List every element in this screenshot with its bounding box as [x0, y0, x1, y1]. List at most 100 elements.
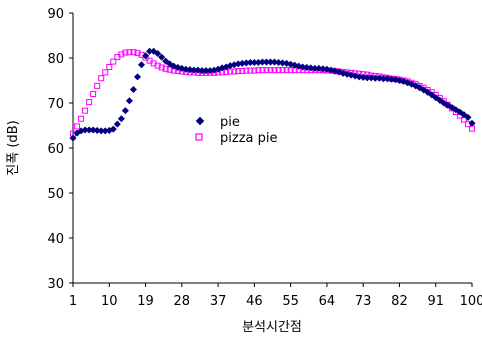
- data-point: [154, 49, 162, 58]
- data-point: [266, 58, 275, 66]
- y-axis-title: 진폭 (dB): [6, 120, 21, 175]
- y-tick-labels: 30 40 50 60 70 80 90: [47, 7, 73, 292]
- data-point: [279, 67, 286, 74]
- data-point: [271, 67, 278, 74]
- data-point: [355, 73, 363, 81]
- data-point: [82, 107, 89, 114]
- data-point: [158, 64, 165, 71]
- data-point: [125, 97, 133, 105]
- data-point: [311, 64, 319, 72]
- x-tick-label: 55: [282, 294, 299, 309]
- data-point: [186, 66, 194, 74]
- data-point: [130, 49, 137, 56]
- data-point: [263, 67, 270, 74]
- data-point: [129, 85, 137, 94]
- y-tick-label: 30: [47, 277, 64, 292]
- legend: pie pizza pie: [195, 115, 277, 146]
- data-point: [246, 58, 254, 67]
- data-point: [101, 127, 109, 135]
- x-tick-label: 64: [319, 294, 336, 309]
- x-tick-label: 1: [69, 294, 77, 309]
- data-point: [182, 65, 190, 73]
- data-point: [262, 58, 270, 66]
- x-tick-label: 91: [427, 294, 444, 309]
- data-point: [97, 127, 105, 135]
- data-point: [270, 58, 279, 66]
- legend-item-pizza-pie: pizza pie: [195, 131, 277, 146]
- data-point: [121, 107, 129, 115]
- data-point: [234, 60, 242, 68]
- data-point: [133, 73, 142, 81]
- y-tick-label: 70: [47, 97, 64, 112]
- data-point: [89, 126, 97, 134]
- data-point: [110, 58, 117, 65]
- data-point: [371, 74, 379, 82]
- data-point: [307, 64, 315, 72]
- data-point: [367, 74, 375, 82]
- data-point: [78, 115, 85, 122]
- data-point: [194, 66, 202, 74]
- data-point: [206, 67, 214, 75]
- data-point: [85, 126, 93, 134]
- data-point: [117, 115, 125, 123]
- data-point: [303, 63, 311, 71]
- data-point: [162, 65, 169, 72]
- data-point: [299, 63, 307, 71]
- y-tick-label: 40: [47, 232, 64, 247]
- data-point: [154, 62, 161, 69]
- data-point: [118, 51, 125, 58]
- data-point: [359, 73, 367, 81]
- data-point: [93, 126, 101, 134]
- data-point: [158, 53, 166, 61]
- data-point: [275, 67, 282, 74]
- data-point: [190, 66, 198, 74]
- data-point: [238, 59, 246, 67]
- data-point: [279, 59, 287, 67]
- x-tick-label: 37: [210, 294, 227, 309]
- data-point: [387, 75, 395, 83]
- data-point: [363, 74, 371, 82]
- data-point: [69, 134, 77, 142]
- data-point: [275, 58, 283, 67]
- data-point: [109, 125, 117, 133]
- data-point: [106, 64, 113, 70]
- data-point: [259, 67, 266, 74]
- data-point: [267, 67, 274, 74]
- data-point: [251, 67, 258, 74]
- x-axis-title: 분석시간점: [242, 320, 302, 335]
- data-point: [198, 67, 206, 75]
- data-point: [74, 123, 81, 130]
- data-point: [242, 59, 250, 67]
- data-point: [379, 75, 387, 83]
- legend-label-pie: pie: [220, 115, 240, 130]
- data-point: [235, 68, 242, 75]
- data-point: [102, 69, 109, 76]
- data-point: [283, 67, 290, 74]
- data-point: [468, 119, 476, 127]
- data-point: [247, 67, 254, 74]
- data-point: [126, 49, 133, 56]
- data-point: [98, 75, 105, 82]
- data-points: [69, 47, 476, 142]
- data-point: [134, 50, 141, 57]
- data-point: [94, 82, 101, 89]
- legend-label-pizza-pie: pizza pie: [220, 131, 277, 146]
- series-pie: [69, 47, 476, 142]
- data-point: [383, 75, 391, 83]
- legend-marker-pie: [195, 116, 205, 126]
- x-tick-labels: 1 10 19 28 37 46 55 64 73 82 91 100: [69, 283, 482, 309]
- x-tick-label: 82: [391, 294, 408, 309]
- data-point: [142, 52, 150, 60]
- x-tick-label: 46: [246, 294, 263, 309]
- x-tick-label: 28: [174, 294, 191, 309]
- data-point: [255, 67, 262, 74]
- data-point: [258, 58, 266, 66]
- y-tick-label: 80: [47, 52, 64, 67]
- data-point: [375, 74, 383, 82]
- data-point: [315, 64, 323, 72]
- y-tick-label: 90: [47, 7, 64, 22]
- data-point: [113, 120, 121, 128]
- data-point: [202, 67, 210, 75]
- y-tick-label: 50: [47, 187, 64, 202]
